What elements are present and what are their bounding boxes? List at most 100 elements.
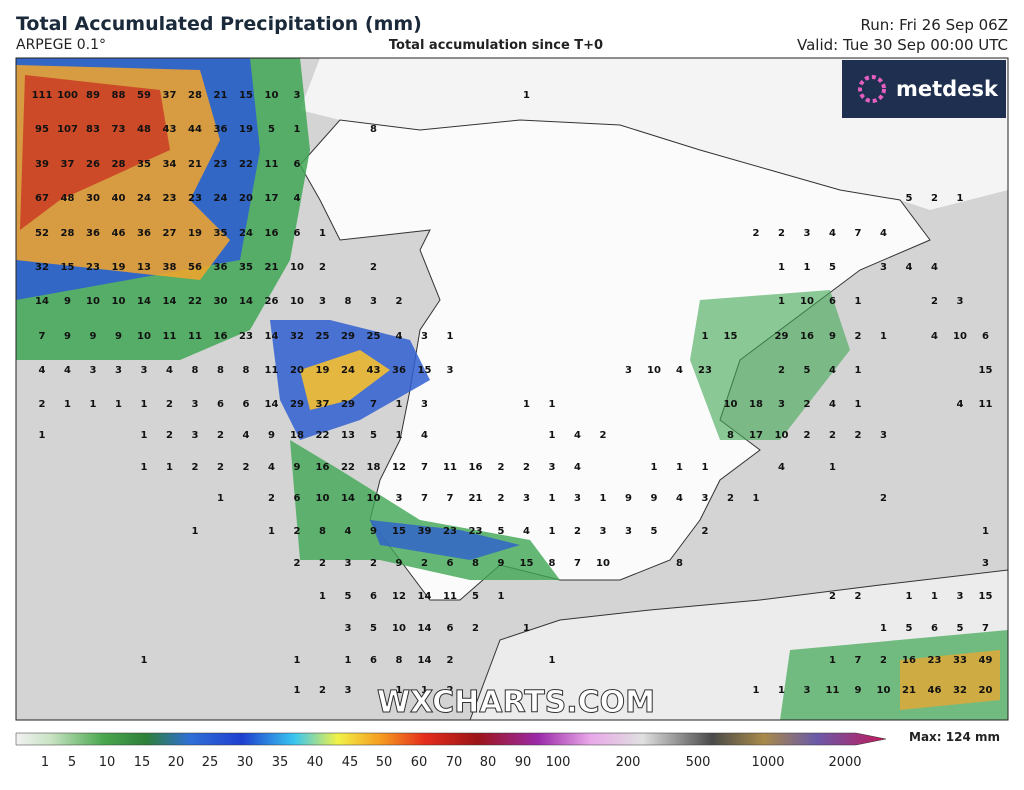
precip-label: 37 — [316, 399, 330, 410]
precip-label: 14 — [341, 493, 355, 504]
precip-label: 26 — [86, 159, 100, 170]
precip-label: 23 — [928, 655, 942, 666]
colorbar-tick-label: 90 — [515, 755, 532, 770]
precip-label: 35 — [239, 262, 253, 273]
iberia — [299, 119, 931, 601]
precip-label: 10 — [775, 430, 789, 441]
precip-label: 1 — [447, 331, 454, 342]
precip-label: 2 — [421, 558, 428, 569]
precip-label: 1 — [141, 462, 148, 473]
precip-label: 1 — [702, 331, 709, 342]
precip-label: 2 — [880, 655, 887, 666]
precip-label: 21 — [188, 159, 202, 170]
precip-label: 2 — [600, 430, 607, 441]
precip-label: 7 — [421, 493, 428, 504]
precip-label: 3 — [345, 685, 352, 696]
colorbar-tick-label: 1000 — [751, 755, 784, 770]
colorbar-tick-label: 30 — [237, 755, 254, 770]
precip-label: 4 — [906, 262, 913, 273]
precip-label: 20 — [239, 193, 253, 204]
precip-label: 8 — [396, 655, 403, 666]
precip-label: 10 — [290, 262, 304, 273]
precip-label: 1 — [651, 462, 658, 473]
precip-label: 1 — [855, 365, 862, 376]
precip-label: 23 — [469, 526, 483, 537]
colorbar-tick-label: 1 — [41, 755, 49, 770]
precip-label: 12 — [392, 591, 406, 602]
precip-label: 23 — [214, 159, 228, 170]
colorbar-tick-label: 10 — [99, 755, 116, 770]
precip-label: 3 — [957, 296, 964, 307]
precip-label: 2 — [753, 228, 760, 239]
precip-label: 4 — [243, 430, 250, 441]
precip-label: 3 — [192, 399, 199, 410]
precip-label: 9 — [651, 493, 658, 504]
precip-label: 4 — [931, 331, 938, 342]
precip-label: 10 — [86, 296, 100, 307]
precip-label: 2 — [243, 462, 250, 473]
precip-label: 34 — [163, 159, 177, 170]
precip-label: 2 — [804, 430, 811, 441]
precip-label: 1 — [39, 430, 46, 441]
precip-label: 6 — [447, 623, 454, 634]
precip-label: 11 — [265, 159, 279, 170]
precip-label: 17 — [265, 193, 279, 204]
precip-label: 26 — [265, 296, 279, 307]
map: 111 100 89 88 59 37 28 21 15 10 3 195 107 83 73 48 43 44 3… — [16, 58, 1008, 720]
precip-label: 1 — [396, 399, 403, 410]
precip-label: 2 — [370, 262, 377, 273]
precip-label: 49 — [979, 655, 993, 666]
precip-label: 7 — [982, 623, 989, 634]
colorbar-tick-label: 100 — [546, 755, 571, 770]
precip-label: 23 — [163, 193, 177, 204]
precip-label: 1 — [294, 685, 301, 696]
colorbar — [15, 732, 887, 746]
model: ARPEGE 0.1° — [16, 37, 106, 53]
precip-label: 12 — [392, 462, 406, 473]
precip-label: 89 — [86, 90, 100, 101]
precip-label: 21 — [265, 262, 279, 273]
colorbar-tick-label: 70 — [446, 755, 463, 770]
precip-label: 10 — [953, 331, 967, 342]
precip-label: 9 — [268, 430, 275, 441]
watermark: WXCHARTS.COM — [377, 685, 655, 720]
precip-label: 1 — [319, 591, 326, 602]
precip-label: 30 — [214, 296, 228, 307]
precip-label: 1 — [523, 399, 530, 410]
precip-label: 15 — [979, 591, 993, 602]
precip-label: 1 — [396, 430, 403, 441]
precip-label: 2 — [855, 331, 862, 342]
precip-label: 15 — [239, 90, 253, 101]
precip-label: 3 — [880, 262, 887, 273]
precip-label: 1 — [829, 462, 836, 473]
precip-label: 4 — [64, 365, 71, 376]
precip-label: 83 — [86, 124, 100, 135]
precip-label: 9 — [64, 296, 71, 307]
precip-label: 24 — [214, 193, 228, 204]
precip-label: 1 — [753, 685, 760, 696]
precip-label: 2 — [217, 430, 224, 441]
precip-label: 24 — [137, 193, 151, 204]
colorbar-tick-label: 60 — [411, 755, 428, 770]
precip-label: 5 — [345, 591, 352, 602]
precip-label: 7 — [370, 399, 377, 410]
precip-label: 9 — [370, 526, 377, 537]
precip-label: 15 — [61, 262, 75, 273]
precip-label: 6 — [982, 331, 989, 342]
precip-label: 1 — [396, 685, 403, 696]
precip-label: 5 — [906, 193, 913, 204]
precip-label: 1 — [702, 462, 709, 473]
precip-label: 6 — [294, 159, 301, 170]
precip-label: 3 — [90, 365, 97, 376]
precip-label: 15 — [724, 331, 738, 342]
precip-label: 67 — [35, 193, 49, 204]
precip-label: 2 — [855, 430, 862, 441]
precip-label: 11 — [826, 685, 840, 696]
precip-label: 5 — [804, 365, 811, 376]
precip-label: 2 — [829, 591, 836, 602]
precip-label: 5 — [370, 430, 377, 441]
precip-label: 16 — [316, 462, 330, 473]
colorbar-tick-label: 25 — [202, 755, 219, 770]
precip-label: 2 — [778, 228, 785, 239]
